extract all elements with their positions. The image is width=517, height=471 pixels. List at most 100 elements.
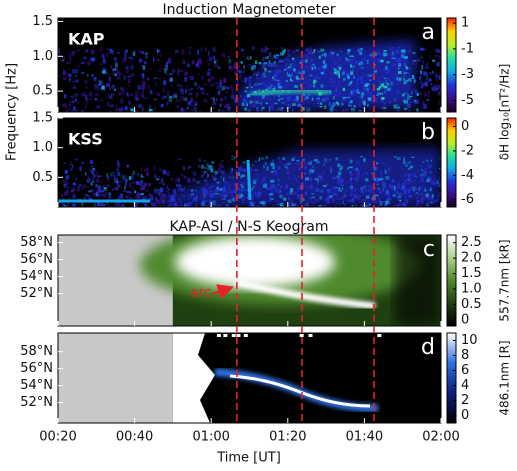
texture <box>58 47 60 51</box>
texture <box>362 100 366 104</box>
texture <box>397 67 400 70</box>
texture <box>72 182 76 186</box>
texture <box>206 177 208 179</box>
texture <box>369 54 373 57</box>
texture <box>154 48 157 50</box>
texture <box>83 196 86 202</box>
texture <box>125 181 128 186</box>
texture <box>364 84 369 88</box>
texture <box>106 48 110 51</box>
texture <box>97 185 101 188</box>
texture <box>424 91 426 97</box>
texture <box>395 235 441 326</box>
colorbar-tick-label: 10 <box>461 333 478 348</box>
texture <box>196 62 200 67</box>
texture <box>247 197 249 200</box>
texture <box>240 184 243 187</box>
texture <box>312 79 317 83</box>
texture <box>167 192 170 195</box>
texture <box>329 90 332 94</box>
texture <box>64 75 67 79</box>
texture <box>111 84 115 89</box>
texture <box>164 95 167 98</box>
texture <box>267 86 272 90</box>
texture <box>218 109 220 111</box>
texture <box>207 51 210 55</box>
texture <box>311 169 315 173</box>
texture <box>125 66 129 69</box>
texture <box>117 169 119 172</box>
colorbar-tick-label: -3 <box>461 67 474 82</box>
texture <box>75 69 78 74</box>
texture <box>195 92 198 98</box>
panel-frame <box>57 117 442 208</box>
texture <box>392 51 394 55</box>
texture <box>141 105 144 109</box>
texture <box>221 160 224 162</box>
texture <box>161 96 165 100</box>
texture <box>208 166 210 169</box>
texture <box>162 183 166 185</box>
texture <box>221 52 226 57</box>
texture <box>402 75 405 78</box>
texture <box>160 177 164 183</box>
texture <box>132 51 136 56</box>
texture <box>90 94 92 98</box>
texture <box>110 65 113 69</box>
texture <box>183 61 185 64</box>
texture <box>418 92 422 95</box>
texture <box>83 62 85 64</box>
texture <box>175 178 179 182</box>
texture <box>77 186 80 192</box>
texture <box>427 78 432 82</box>
texture <box>360 187 363 189</box>
texture <box>96 192 100 196</box>
texture <box>230 66 233 72</box>
texture <box>313 85 315 88</box>
texture <box>414 99 419 105</box>
texture <box>263 50 267 53</box>
texture <box>340 184 345 186</box>
texture <box>159 168 162 172</box>
texture <box>433 84 438 88</box>
texture <box>139 183 143 187</box>
texture <box>90 165 94 168</box>
texture <box>411 156 415 158</box>
texture <box>94 98 98 101</box>
texture <box>241 79 243 83</box>
texture <box>69 162 73 166</box>
texture <box>329 205 331 207</box>
texture <box>224 105 228 108</box>
texture <box>311 188 314 190</box>
texture <box>187 76 192 79</box>
texture <box>406 96 411 100</box>
texture <box>154 174 157 179</box>
texture <box>387 87 391 92</box>
texture <box>318 55 321 59</box>
texture <box>141 84 146 90</box>
texture <box>184 97 188 101</box>
texture <box>269 193 273 196</box>
texture <box>324 158 328 162</box>
texture <box>228 105 231 110</box>
texture <box>264 56 268 60</box>
texture <box>163 78 165 80</box>
texture <box>348 75 351 77</box>
texture <box>116 180 119 184</box>
texture <box>398 196 402 199</box>
texture <box>339 110 342 112</box>
texture <box>65 109 69 112</box>
texture <box>400 49 405 53</box>
texture <box>334 68 337 73</box>
texture <box>210 84 213 87</box>
texture <box>74 80 78 82</box>
texture <box>66 194 69 196</box>
texture <box>219 78 222 83</box>
texture <box>422 48 426 51</box>
texture <box>413 205 416 207</box>
texture <box>316 97 320 100</box>
texture <box>233 62 236 68</box>
texture <box>365 188 368 193</box>
texture <box>416 108 419 112</box>
texture <box>437 108 440 110</box>
